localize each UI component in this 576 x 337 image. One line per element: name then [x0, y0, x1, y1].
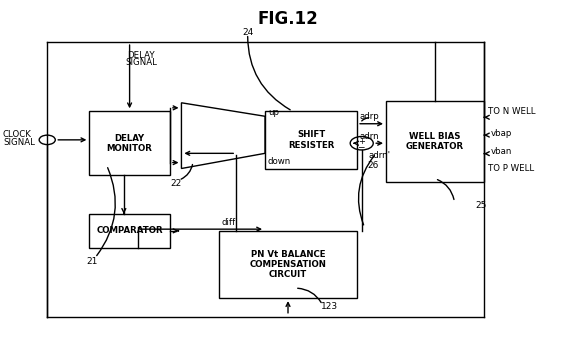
- Text: CLOCK: CLOCK: [3, 130, 32, 139]
- Text: down: down: [268, 157, 291, 166]
- Text: up: up: [268, 108, 279, 117]
- Text: adrn: adrn: [360, 132, 380, 141]
- Bar: [265, 111, 357, 168]
- Text: SIGNAL: SIGNAL: [3, 138, 35, 147]
- Text: TO N WELL: TO N WELL: [488, 107, 536, 116]
- Text: 22: 22: [170, 179, 181, 188]
- Bar: [89, 111, 170, 175]
- Text: vbap: vbap: [491, 129, 512, 138]
- Text: PN Vt BALANCE
COMPENSATION
CIRCUIT: PN Vt BALANCE COMPENSATION CIRCUIT: [249, 250, 327, 279]
- Text: 21: 21: [86, 257, 98, 266]
- Text: adrn': adrn': [369, 151, 391, 159]
- Text: 25: 25: [475, 201, 487, 210]
- Text: SIGNAL: SIGNAL: [125, 58, 157, 67]
- Bar: [219, 231, 357, 298]
- Text: vban: vban: [491, 148, 512, 156]
- Polygon shape: [181, 103, 265, 168]
- Text: 26: 26: [367, 161, 379, 170]
- Text: 123: 123: [321, 302, 338, 311]
- Text: +: +: [358, 137, 365, 146]
- Text: −: −: [357, 142, 365, 151]
- Bar: [89, 214, 170, 248]
- Text: WELL BIAS
GENERATOR: WELL BIAS GENERATOR: [406, 132, 464, 151]
- Text: diff: diff: [222, 218, 236, 227]
- Text: SHIFT
RESISTER: SHIFT RESISTER: [288, 130, 334, 150]
- Bar: [386, 101, 484, 182]
- Text: TO P WELL: TO P WELL: [488, 164, 535, 173]
- Text: 24: 24: [242, 28, 253, 36]
- Text: COMPARATOR: COMPARATOR: [96, 226, 163, 235]
- Text: adrp: adrp: [360, 112, 380, 121]
- Text: DELAY: DELAY: [127, 51, 155, 60]
- Text: DELAY
MONITOR: DELAY MONITOR: [107, 133, 153, 153]
- Text: FIG.12: FIG.12: [257, 9, 319, 28]
